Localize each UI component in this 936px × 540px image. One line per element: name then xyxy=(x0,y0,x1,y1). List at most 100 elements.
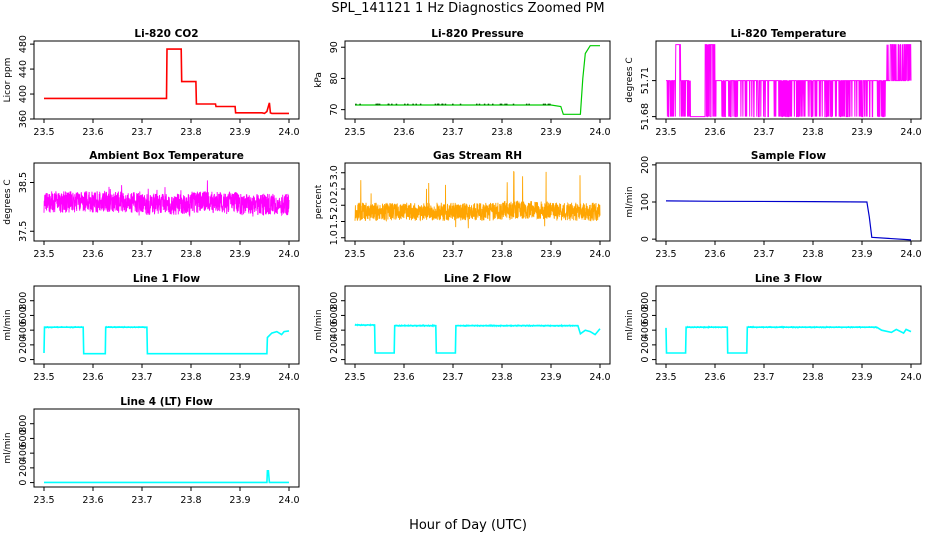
x-tick-label: 23.5 xyxy=(33,249,54,260)
y-axis-label: ml/min xyxy=(625,309,635,340)
x-tick-label: 24.0 xyxy=(589,249,610,260)
x-tick-label: 23.9 xyxy=(851,127,872,138)
x-tick-label: 23.8 xyxy=(491,372,512,383)
y-tick-label: 0 xyxy=(640,357,651,363)
plot-frame xyxy=(344,40,611,120)
x-tick-label: 23.6 xyxy=(704,127,725,138)
x-tick-label: 23.5 xyxy=(344,372,365,383)
data-point xyxy=(419,103,422,106)
data-point xyxy=(525,103,528,106)
data-point xyxy=(407,103,409,106)
y-tick-label: 1.5 xyxy=(329,214,340,229)
y-tick-label: 1.0 xyxy=(329,230,340,245)
x-tick-label: 23.8 xyxy=(802,249,823,260)
data-point xyxy=(436,103,439,106)
x-tick-label: 23.6 xyxy=(393,127,414,138)
y-tick-label: 200 xyxy=(329,336,340,354)
y-axis-label: percent xyxy=(314,184,324,219)
y-tick-label: 600 xyxy=(18,429,29,447)
plot-frame xyxy=(33,408,300,488)
y-tick-label: 2.0 xyxy=(329,198,340,213)
y-tick-label: 400 xyxy=(18,85,29,103)
y-tick-label: 600 xyxy=(329,306,340,324)
y-tick-label: 800 xyxy=(18,292,29,310)
panel-3: Li-820 Temperature degrees C 51.68 51.71 23.… xyxy=(625,28,922,138)
x-tick-label: 23.9 xyxy=(229,127,250,138)
series-texture xyxy=(354,323,375,327)
y-tick-label: 37.5 xyxy=(18,221,29,242)
y-tick-label: 800 xyxy=(329,292,340,310)
x-tick-label: 23.8 xyxy=(491,249,512,260)
panel-title: Li-820 Pressure xyxy=(431,28,524,40)
y-tick-label: 600 xyxy=(640,306,651,324)
x-tick-label: 23.6 xyxy=(704,249,725,260)
x-tick-label: 23.9 xyxy=(851,249,872,260)
series-line xyxy=(665,200,912,241)
x-tick-label: 23.9 xyxy=(851,372,872,383)
plot-frame xyxy=(344,285,611,365)
panel-title: Line 2 Flow xyxy=(444,273,511,285)
plot-frame xyxy=(655,285,922,365)
series-line xyxy=(43,180,290,217)
x-tick-label: 23.5 xyxy=(655,127,676,138)
x-tick-label: 23.7 xyxy=(442,372,463,383)
series-line xyxy=(44,48,289,115)
y-axis-label: ml/min xyxy=(314,309,324,340)
plot-frame xyxy=(33,40,300,120)
panel-title: Line 4 (LT) Flow xyxy=(120,396,213,408)
series-texture xyxy=(44,325,84,329)
x-tick-label: 23.7 xyxy=(442,127,463,138)
x-tick-label: 23.5 xyxy=(33,495,54,506)
x-tick-label: 23.7 xyxy=(753,249,774,260)
y-tick-label: 400 xyxy=(640,321,651,339)
data-point xyxy=(542,103,545,106)
x-tick-label: 24.0 xyxy=(900,249,921,260)
y-tick-label: 0 xyxy=(329,357,340,363)
data-point xyxy=(500,103,503,106)
x-tick-label: 23.5 xyxy=(344,127,365,138)
plot-frame xyxy=(33,285,300,365)
data-point xyxy=(547,103,550,106)
y-tick-label: 400 xyxy=(18,444,29,462)
series-line xyxy=(43,326,290,355)
y-axis-label: degrees C xyxy=(3,179,13,224)
x-tick-label: 23.8 xyxy=(491,127,512,138)
data-point xyxy=(412,103,414,106)
series-line xyxy=(665,326,912,354)
data-point xyxy=(492,103,494,106)
y-tick-label: 600 xyxy=(18,306,29,324)
plot-frame xyxy=(344,162,611,242)
x-tick-label: 23.9 xyxy=(540,372,561,383)
panel-title: Ambient Box Temperature xyxy=(89,150,244,162)
x-tick-label: 23.8 xyxy=(180,127,201,138)
y-tick-label: 400 xyxy=(329,321,340,339)
y-tick-label: 800 xyxy=(18,415,29,433)
x-tick-label: 23.6 xyxy=(704,372,725,383)
data-point xyxy=(437,103,440,106)
plot-frame xyxy=(33,162,300,242)
x-tick-label: 24.0 xyxy=(589,127,610,138)
x-tick-label: 23.9 xyxy=(229,372,250,383)
y-tick-label: 90 xyxy=(329,41,340,53)
data-point xyxy=(487,103,490,106)
y-tick-label: 200 xyxy=(18,459,29,477)
y-tick-label: 2.5 xyxy=(329,181,340,196)
series-texture xyxy=(394,323,437,328)
y-tick-label: 51.71 xyxy=(640,67,651,94)
x-tick-label: 23.6 xyxy=(393,372,414,383)
x-tick-label: 23.8 xyxy=(802,372,823,383)
y-tick-label: 440 xyxy=(18,60,29,78)
x-tick-label: 23.8 xyxy=(180,372,201,383)
y-tick-label: 38.5 xyxy=(18,172,29,193)
data-point xyxy=(452,103,454,106)
x-tick-label: 23.7 xyxy=(131,372,152,383)
y-tick-label: 51.68 xyxy=(640,103,651,130)
x-tick-label: 23.6 xyxy=(82,127,103,138)
data-point xyxy=(499,103,502,106)
data-point xyxy=(444,103,447,106)
x-tick-label: 23.5 xyxy=(33,372,54,383)
